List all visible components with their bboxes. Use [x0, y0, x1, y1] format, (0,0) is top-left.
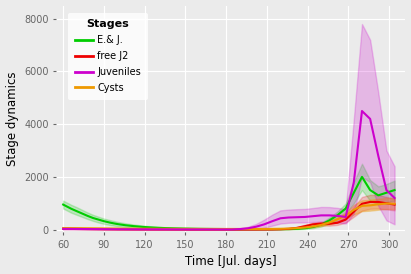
Y-axis label: Stage dynamics: Stage dynamics — [6, 72, 18, 166]
X-axis label: Time [Jul. days]: Time [Jul. days] — [185, 255, 277, 269]
Legend: E.& J., free J2, Juveniles, Cysts: E.& J., free J2, Juveniles, Cysts — [68, 13, 148, 100]
